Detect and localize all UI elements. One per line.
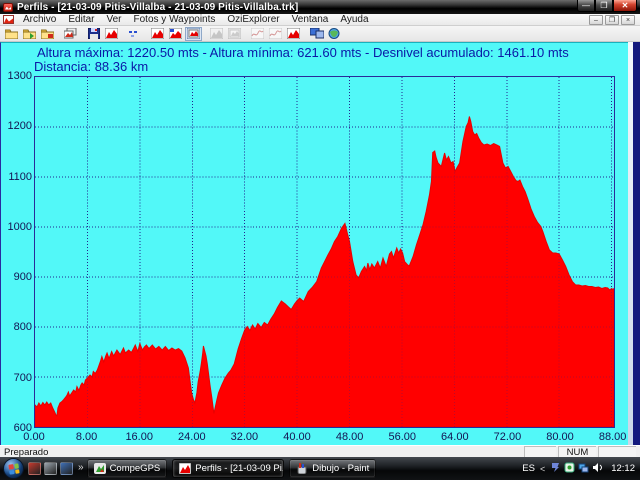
maximize-button[interactable]: ❐: [595, 0, 613, 12]
status-panel-empty-2: [598, 446, 636, 457]
tray-network-icon[interactable]: [578, 462, 589, 476]
menu-item-oziexplorer[interactable]: OziExplorer: [227, 13, 280, 25]
open-waypoints-icon[interactable]: [39, 27, 56, 41]
y-tick-600: 600: [13, 422, 32, 434]
dual-screens-icon[interactable]: [308, 27, 325, 41]
elevation-area: [35, 116, 614, 427]
line-chart-b-icon: [267, 27, 284, 41]
framed-profile-icon[interactable]: [185, 26, 202, 41]
status-panel-empty: [524, 446, 556, 457]
photos-waypoints-icon[interactable]: [62, 27, 79, 41]
line-chart-a-icon: [249, 27, 266, 41]
title-bar: Perfils - [21-03-09 Pitis-Villalba - 21-…: [0, 0, 640, 14]
x-tick-88: 88.00: [598, 431, 627, 443]
x-tick-56: 56.00: [388, 431, 416, 443]
altitude-stats-text: Altura máxima: 1220.50 mts - Altura míni…: [37, 45, 569, 60]
x-tick-72: 72.00: [493, 431, 522, 443]
speed-profile-icon[interactable]: [167, 27, 184, 41]
tray-gps-green-icon[interactable]: [564, 462, 575, 476]
taskbar-button-label: Dibujo - Paint: [312, 463, 370, 474]
window-border-inner: [628, 42, 633, 457]
x-tick-48: 48.00: [335, 431, 364, 443]
num-lock-indicator: NUM: [558, 446, 596, 458]
open-track-icon[interactable]: [21, 27, 38, 41]
menu-item-ayuda[interactable]: Ayuda: [340, 13, 369, 25]
minimize-button[interactable]: —: [577, 0, 595, 12]
elevation-profile-svg: [35, 77, 614, 427]
app-icon: [3, 2, 13, 12]
save-profile-icon[interactable]: [85, 27, 102, 41]
distance-text: Distancia: 88.36 km: [34, 59, 149, 74]
mdi-close-button[interactable]: ×: [621, 15, 635, 25]
tray-chevron-icon[interactable]: <: [539, 463, 546, 474]
quicklaunch-show-desktop-icon[interactable]: [44, 462, 57, 475]
quicklaunch-overflow-button[interactable]: »: [78, 462, 84, 473]
system-tray: ES < 12:12: [522, 462, 640, 476]
menu-item-archivo[interactable]: Archivo: [23, 13, 57, 25]
mdi-restore-button[interactable]: ❐: [605, 15, 619, 25]
gray-profile-icon: [208, 27, 225, 41]
status-bar: Preparado NUM: [0, 445, 640, 458]
menu-item-fotos-y-waypoints[interactable]: Fotos y Waypoints: [133, 13, 216, 25]
x-tick-80: 80.00: [546, 431, 574, 443]
tray-app-blue-icon[interactable]: [550, 462, 561, 476]
window-border-right: [633, 42, 640, 457]
open-profile-icon[interactable]: [3, 27, 20, 41]
quicklaunch-media-icon[interactable]: [28, 462, 41, 475]
profile-chart-icon[interactable]: [103, 27, 120, 41]
menu-item-ver[interactable]: Ver: [106, 13, 122, 25]
taskbar-button-perfils[interactable]: Perfils - [21-03-09 Pi...: [172, 459, 285, 478]
close-button[interactable]: ✕: [613, 0, 637, 12]
x-tick-24: 24.00: [178, 431, 206, 443]
y-tick-800: 800: [13, 321, 32, 334]
start-button[interactable]: [3, 458, 24, 479]
mdi-minimize-button[interactable]: –: [589, 15, 603, 25]
windows-logo-icon: [8, 463, 20, 475]
gray-framed-profile-icon: [226, 27, 243, 41]
language-indicator[interactable]: ES: [522, 463, 535, 474]
menu-bar: Archivo Editar Ver Fotos y Waypoints OziExpl…: [0, 14, 640, 26]
chart-client-area: Altura máxima: 1220.50 mts - Altura míni…: [0, 42, 640, 445]
y-tick-1000: 1000: [7, 220, 32, 233]
x-tick-64: 64.00: [441, 431, 469, 443]
taskbar-button-label: CompeGPS: [109, 463, 161, 474]
menu-item-editar[interactable]: Editar: [68, 13, 95, 25]
tray-volume-icon[interactable]: [592, 462, 603, 476]
menu-item-ventana[interactable]: Ventana: [291, 13, 329, 25]
quicklaunch-switch-windows-icon[interactable]: [60, 462, 73, 475]
taskbar-button-label: Perfils - [21-03-09 Pi...: [195, 463, 285, 474]
taskbar-button-compegps[interactable]: CompeGPS: [86, 459, 168, 478]
marks-icon[interactable]: [126, 27, 143, 41]
clock[interactable]: 12:12: [611, 463, 635, 474]
x-tick-8: 8.00: [75, 431, 98, 443]
x-tick-40: 40.00: [283, 431, 311, 443]
x-tick-16: 16.00: [125, 431, 153, 443]
y-tick-900: 900: [13, 271, 32, 284]
altitude-profile-icon[interactable]: [149, 27, 166, 41]
taskbar: » CompeGPS Perfils - [21-03-09 Pi... Dibuj…: [0, 457, 640, 480]
x-tick-0: 0.00: [23, 431, 45, 443]
red-profile-icon[interactable]: [285, 27, 302, 41]
taskbar-button-paint[interactable]: Dibujo - Paint: [289, 459, 377, 478]
y-tick-1300: 1300: [7, 70, 32, 82]
status-text: Preparado: [4, 447, 49, 458]
window-title: Perfils - [21-03-09 Pitis-Villalba - 21-…: [17, 1, 299, 13]
toolbar: [0, 26, 640, 42]
x-tick-32: 32.00: [230, 431, 259, 443]
elevation-plot: [34, 76, 615, 428]
y-tick-700: 700: [13, 371, 32, 384]
document-icon[interactable]: [3, 15, 14, 24]
y-tick-1100: 1100: [8, 170, 32, 183]
map-view-icon[interactable]: [326, 27, 343, 41]
y-tick-1200: 1200: [7, 120, 32, 133]
